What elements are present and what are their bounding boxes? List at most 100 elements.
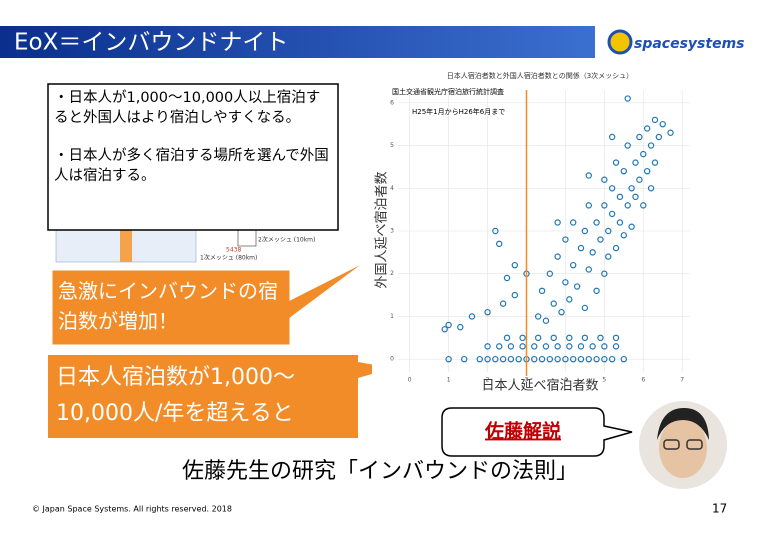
point xyxy=(554,355,561,363)
point xyxy=(531,343,538,350)
point xyxy=(515,355,522,363)
point xyxy=(546,355,554,363)
x-tick-label: 4 xyxy=(563,377,567,384)
point xyxy=(628,185,635,192)
callout: 日本人宿泊数が1,000〜10,000人/年を超えると xyxy=(56,365,295,426)
point xyxy=(570,261,577,269)
point xyxy=(651,159,659,166)
point xyxy=(585,355,592,363)
point xyxy=(616,219,624,226)
point xyxy=(608,133,616,141)
point xyxy=(538,355,546,363)
point xyxy=(554,343,561,350)
caption: 佐藤先生の研究「インバウンドの法則」 xyxy=(182,459,578,484)
x-tick-label: 1 xyxy=(447,377,451,384)
annotation: 国土交通省観光庁宿泊旅行統計調査 xyxy=(392,87,504,96)
point xyxy=(554,219,561,226)
chart: 日本人宿泊者数と外国人宿泊者数との関係（3次メッシュ） 0 1 2 3 4 5 6 0 1 2 3 4 5… xyxy=(372,66,702,396)
bullet-area: ・日本人が1,000〜10,000人以上宿泊すると外国人はより宿泊しやすくなる。… xyxy=(54,90,329,184)
point xyxy=(499,355,507,363)
point xyxy=(550,300,557,307)
point xyxy=(620,232,628,239)
point xyxy=(496,240,503,248)
point xyxy=(612,334,620,342)
point xyxy=(593,287,600,295)
point xyxy=(601,202,608,209)
point xyxy=(445,355,452,363)
point xyxy=(651,116,659,124)
point xyxy=(570,219,577,226)
point xyxy=(636,133,643,141)
point xyxy=(624,95,631,102)
point xyxy=(601,176,608,183)
point xyxy=(581,304,589,312)
x-axis-label: 日本人延べ宿泊者数 xyxy=(481,378,598,394)
point xyxy=(534,334,542,342)
point xyxy=(597,334,604,342)
point xyxy=(566,296,573,303)
y-tick-label: 1 xyxy=(390,313,394,320)
footer: © Japan Space Systems. All rights reserv… xyxy=(32,505,232,514)
point xyxy=(499,300,507,307)
glasses xyxy=(663,439,680,450)
point xyxy=(503,334,511,342)
point xyxy=(647,185,655,192)
point xyxy=(554,253,561,260)
button[interactable]: 佐藤解説 xyxy=(484,420,561,443)
y-axis-label: 外国人延べ宿泊者数 xyxy=(374,171,390,288)
point xyxy=(445,321,452,329)
y-tick-label: 0 xyxy=(390,356,394,363)
page-number: 17 xyxy=(712,502,727,516)
point xyxy=(620,355,628,363)
point xyxy=(632,193,639,201)
point xyxy=(542,317,550,324)
logo-icon xyxy=(607,29,633,55)
point xyxy=(511,291,519,299)
point xyxy=(597,236,604,243)
point xyxy=(484,308,491,316)
x-tick-label: 0 xyxy=(408,377,412,384)
header-bar xyxy=(0,26,595,58)
point xyxy=(601,355,608,363)
point xyxy=(507,343,515,350)
point xyxy=(585,266,592,273)
point xyxy=(542,343,550,350)
x-tick-label: 5 xyxy=(602,377,606,384)
point xyxy=(636,176,643,183)
x-tick-label: 3 xyxy=(525,377,529,384)
point xyxy=(566,343,573,350)
chart-title: 日本人宿泊者数と外国人宿泊者数との関係（3次メッシュ） xyxy=(447,71,633,80)
point xyxy=(484,355,491,363)
y-tick-label: 5 xyxy=(390,142,394,149)
bullet-box xyxy=(47,83,339,231)
mesh-label: 2次メッシュ (10km) xyxy=(258,236,315,244)
point xyxy=(589,249,596,256)
x-tick-label: 6 xyxy=(641,377,645,384)
point xyxy=(511,261,519,269)
point xyxy=(608,355,616,363)
point xyxy=(620,167,628,175)
point xyxy=(659,120,666,128)
point xyxy=(655,133,663,141)
point xyxy=(492,227,499,235)
point xyxy=(616,193,624,201)
callout: 急激にインバウンドの宿泊数が増加！ xyxy=(58,279,278,333)
point xyxy=(628,223,635,230)
mesh-highlight xyxy=(120,222,132,262)
point xyxy=(608,185,616,192)
point xyxy=(562,279,569,286)
point xyxy=(640,150,647,158)
mesh-label: 1次メッシュ (80km) xyxy=(200,254,257,262)
point xyxy=(608,210,616,218)
point xyxy=(570,355,577,363)
point xyxy=(640,202,647,209)
point xyxy=(612,159,620,166)
point xyxy=(601,343,608,350)
point xyxy=(605,227,612,235)
bullet: ・日本人が多く宿泊する場所を選んで外国人は宿泊する。 xyxy=(54,148,329,184)
y-tick-label: 3 xyxy=(390,228,394,235)
point xyxy=(612,343,620,350)
point xyxy=(492,355,499,363)
point xyxy=(577,244,585,252)
